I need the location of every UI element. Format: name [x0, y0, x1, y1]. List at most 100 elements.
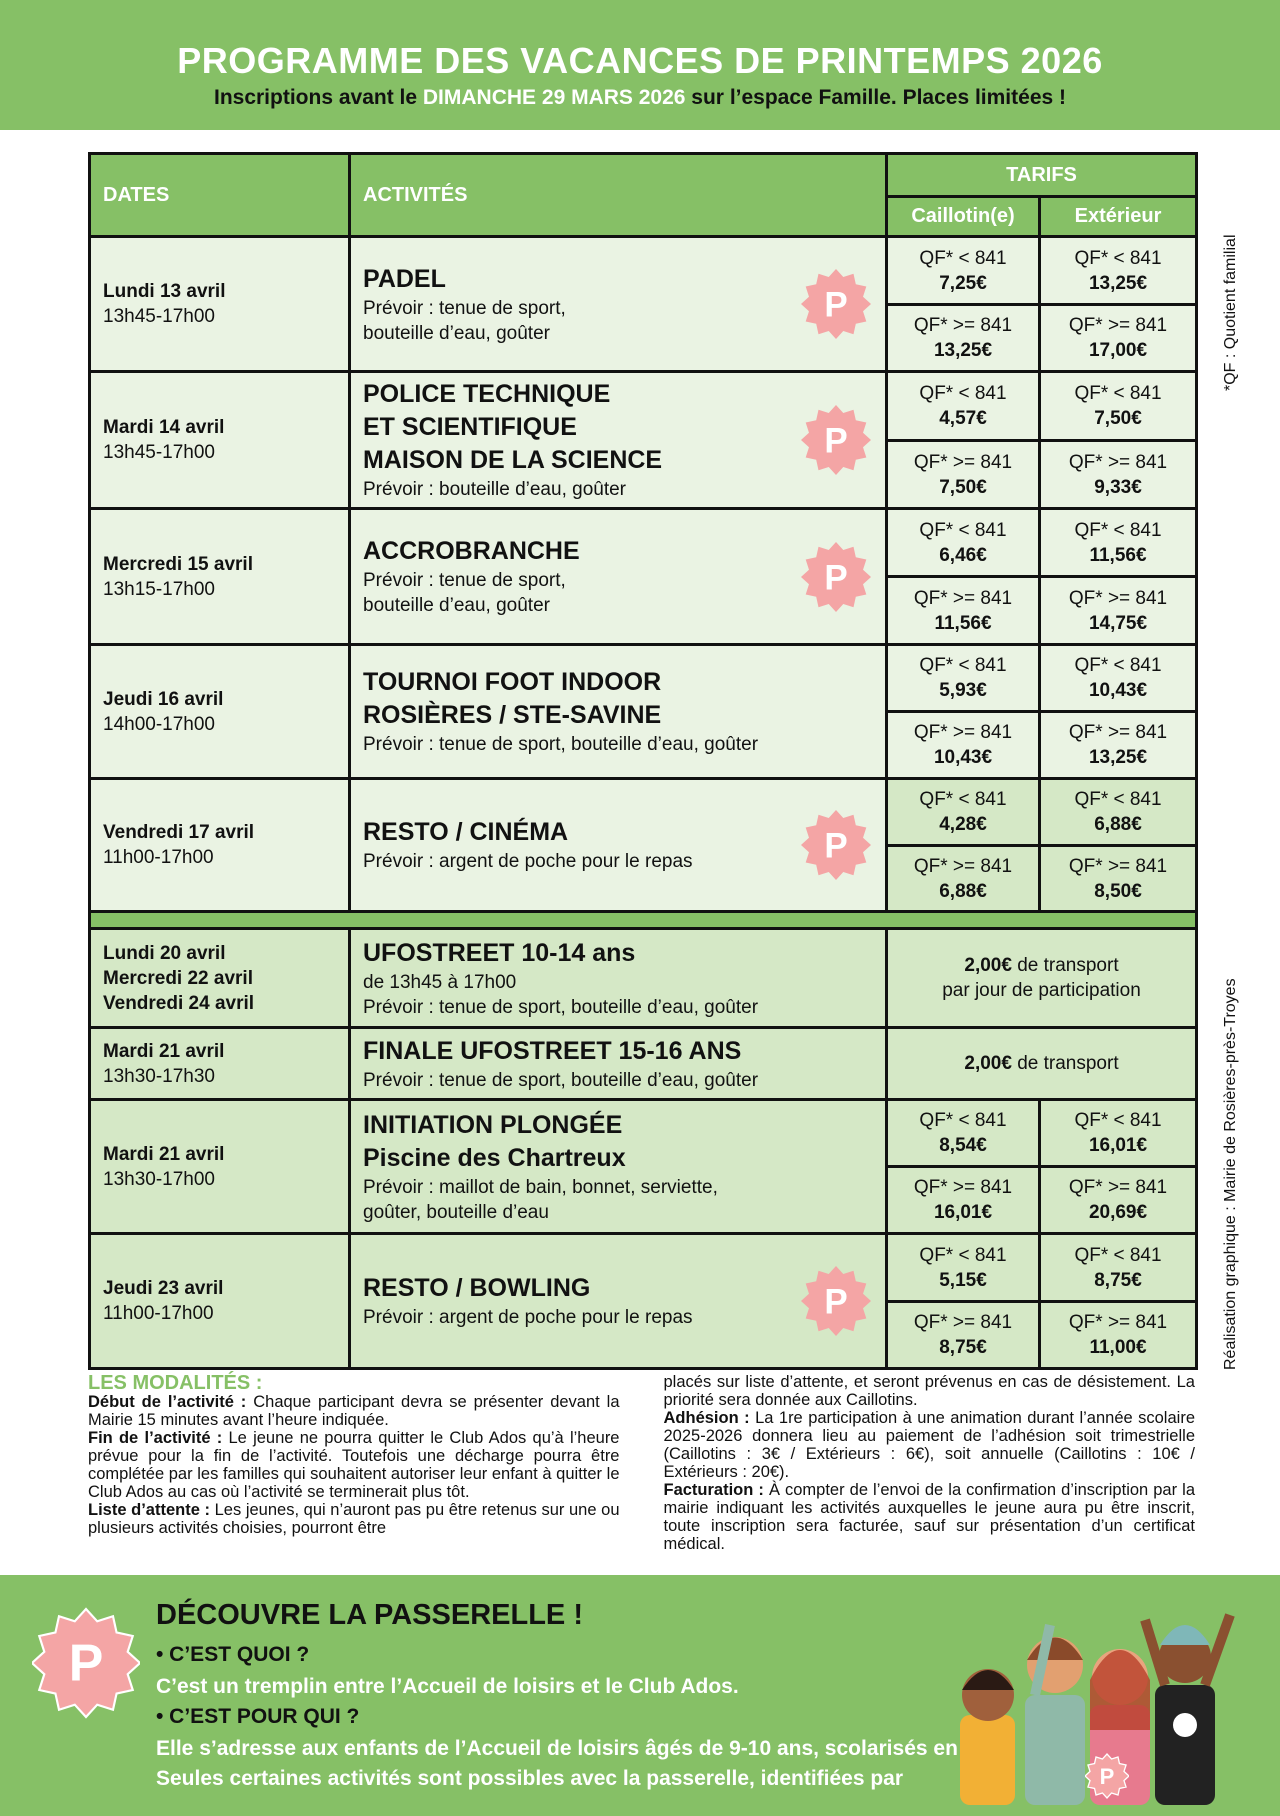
- svg-text:P: P: [824, 422, 847, 461]
- price: 9,33€: [1094, 476, 1142, 498]
- passerelle-badge-icon: P: [1085, 1753, 1129, 1799]
- answer-2: Elle s’adresse aux enfants de l’Accueil …: [156, 1737, 1014, 1760]
- date-cell: Mardi 21 avril 13h30-17h30: [88, 1026, 351, 1101]
- modalite-text: À compter de l’envoi de la confirmation …: [663, 1481, 1196, 1553]
- svg-text:P: P: [69, 1633, 104, 1691]
- col-tarifs: TARIFS: [884, 152, 1199, 198]
- credit: Réalisation graphique : Mairie de Rosièr…: [1222, 978, 1239, 1370]
- activity-cell: ACCROBRANCHE Prévoir : tenue de sport, bou…: [348, 507, 888, 646]
- activity-details: Prévoir : argent de poche pour le repas: [363, 1307, 693, 1328]
- date: Mercredi 22 avril: [103, 967, 253, 989]
- price: 5,15€: [939, 1269, 987, 1291]
- price-cell: QF* < 841 8,75€: [1037, 1232, 1199, 1303]
- activity-title: POLICE TECHNIQUE: [363, 380, 611, 408]
- qf-label: QF* >= 841: [1068, 1312, 1168, 1333]
- modalite-label: Adhésion :: [663, 1409, 750, 1427]
- answer-3: Seules certaines activités sont possible…: [156, 1767, 904, 1790]
- price: 6,46€: [939, 544, 987, 566]
- flat-price-cell: 2,00€ de transport par jour de participat…: [884, 927, 1199, 1029]
- qf-label: QF* >= 841: [1068, 1177, 1168, 1198]
- price-cell: QF* >= 841 10,43€: [885, 710, 1041, 780]
- date: Mardi 21 avril: [103, 1143, 225, 1165]
- price: 14,75€: [1088, 612, 1148, 634]
- qf-label: QF* < 841: [1074, 789, 1162, 810]
- table-row: Lundi 20 avril Mercredi 22 avril Vendredi …: [88, 927, 1199, 1029]
- price-cell: QF* >= 841 8,75€: [885, 1300, 1041, 1370]
- activity-cell: INITIATION PLONGÉE Piscine des Chartreux P…: [348, 1098, 888, 1235]
- price: 20,69€: [1088, 1202, 1148, 1223]
- modalite-item: Fin de l’activité : Le jeune ne pourra q…: [88, 1429, 620, 1501]
- price: 11,56€: [934, 612, 992, 634]
- table-row: Lundi 13 avril 13h45-17h00 PADEL Prévoir : …: [88, 235, 1199, 373]
- price-cell: QF* < 841 6,46€: [885, 507, 1041, 578]
- modalite-text: Les jeunes, qui n’auront pas pu être ret…: [88, 1501, 620, 1537]
- time: 13h45-17h00: [103, 442, 215, 463]
- activity-title: PADEL: [363, 264, 446, 293]
- price: 8,75€: [1094, 1269, 1142, 1291]
- qf-label: QF* >= 841: [913, 315, 1013, 336]
- qf-label: QF* < 841: [1074, 1110, 1162, 1131]
- date: Mercredi 15 avril: [103, 553, 253, 575]
- qf-label: QF* < 841: [919, 247, 1007, 269]
- table-row: Mardi 14 avril 13h45-17h00 POLICE TECHNIQU…: [88, 370, 1199, 510]
- svg-text:P: P: [824, 827, 847, 866]
- price: 8,50€: [1094, 880, 1142, 902]
- passerelle-badge-icon: P: [32, 1607, 140, 1719]
- price: 2,00€: [964, 955, 1012, 976]
- activity-cell: TOURNOI FOOT INDOOR ROSIÈRES / STE-SAVINE…: [348, 643, 888, 780]
- date-cell: Mardi 21 avril 13h30-17h00: [88, 1098, 351, 1235]
- qf-label: QF* >= 841: [913, 451, 1013, 473]
- price: 13,25€: [1088, 272, 1148, 294]
- price-text: de transport: [1011, 955, 1119, 976]
- question-2: • C’EST POUR QUI ?: [156, 1705, 360, 1728]
- qf-label: QF* >= 841: [1068, 315, 1168, 336]
- header-banner: PROGRAMME DES VACANCES DE PRINTEMPS 2026…: [0, 0, 1280, 130]
- activity-title: MAISON DE LA SCIENCE: [363, 446, 663, 474]
- modalites: LES MODALITÉS : Début de l’activité : Cha…: [88, 1373, 1195, 1553]
- time: 11h00-17h00: [103, 847, 214, 868]
- date-cell: Lundi 13 avril 13h45-17h00: [88, 235, 351, 373]
- table-row: Mardi 21 avril 13h30-17h30 FINALE UFOSTREE…: [88, 1026, 1199, 1101]
- svg-text:P: P: [824, 1283, 847, 1322]
- activity-cell: FINALE UFOSTREET 15-16 ANS Prévoir : tenu…: [348, 1026, 888, 1101]
- activity-title: FINALE UFOSTREET 15-16 ANS: [363, 1036, 742, 1065]
- price: 16,01€: [1088, 1135, 1148, 1156]
- passerelle-badge-icon: P: [801, 1266, 871, 1336]
- activity-details: Prévoir : bouteille d’eau, goûter: [363, 479, 626, 500]
- activity-title: RESTO / BOWLING: [363, 1274, 591, 1302]
- time: 13h30-17h30: [103, 1065, 215, 1087]
- activity-title: INITIATION PLONGÉE: [363, 1110, 623, 1139]
- table-row: Vendredi 17 avril 11h00-17h00 RESTO / CINÉ…: [88, 777, 1199, 913]
- price-cell: QF* < 841 4,57€: [885, 370, 1041, 442]
- activity-title: TOURNOI FOOT INDOOR: [363, 668, 662, 696]
- price-cell: QF* < 841 8,54€: [885, 1098, 1041, 1168]
- price-text: par jour de participation: [942, 980, 1141, 1001]
- activity-details: bouteille d’eau, goûter: [363, 595, 550, 616]
- price: 6,88€: [939, 880, 987, 902]
- price-cell: QF* < 841 5,15€: [885, 1232, 1041, 1303]
- price: 11,00€: [1089, 1337, 1147, 1358]
- price: 11,56€: [1089, 544, 1147, 566]
- qf-label: QF* >= 841: [1068, 451, 1168, 473]
- qf-label: QF* >= 841: [913, 1177, 1013, 1198]
- price-cell: QF* >= 841 7,50€: [885, 439, 1041, 510]
- passerelle-badge-icon: P: [801, 269, 871, 339]
- modalite-label: Début de l’activité :: [88, 1393, 247, 1411]
- date-cell: Jeudi 16 avril 14h00-17h00: [88, 643, 351, 780]
- table-row: Mardi 21 avril 13h30-17h00 INITIATION PLON…: [88, 1098, 1199, 1235]
- svg-text:P: P: [824, 286, 847, 325]
- program-table: DATES ACTIVITÉS TARIFS Caillotin(e) Extérie…: [87, 152, 1199, 1370]
- date-cell: Mardi 14 avril 13h45-17h00: [88, 370, 351, 510]
- subtitle-text: Inscriptions avant le: [213, 86, 423, 109]
- passerelle-badge-icon: P: [801, 541, 871, 612]
- activity-title: Piscine des Chartreux: [363, 1143, 626, 1172]
- date-cell: Jeudi 23 avril 11h00-17h00: [88, 1232, 351, 1370]
- price: 2,00€: [964, 1053, 1012, 1074]
- price-cell: QF* < 841 7,25€: [885, 235, 1041, 306]
- price: 13,25€: [1088, 747, 1148, 768]
- kids-illustration: [960, 1613, 1235, 1805]
- price: 7,50€: [939, 476, 987, 498]
- price-cell: QF* < 841 10,43€: [1037, 643, 1199, 713]
- date: Lundi 20 avril: [103, 942, 226, 964]
- price-cell: QF* >= 841 11,56€: [885, 575, 1041, 646]
